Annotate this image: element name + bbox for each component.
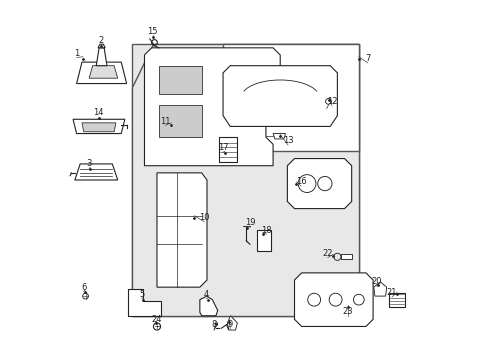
Polygon shape [200,296,217,316]
Polygon shape [294,273,372,327]
Polygon shape [223,66,337,126]
Polygon shape [96,48,107,66]
Text: 7: 7 [365,54,370,63]
Polygon shape [219,137,237,162]
Text: 12: 12 [326,97,337,106]
Polygon shape [89,66,118,78]
Polygon shape [159,66,201,94]
Text: 18: 18 [261,225,271,234]
Text: 9: 9 [227,320,232,329]
Text: 19: 19 [244,219,255,228]
Text: 5: 5 [139,290,144,299]
Text: 22: 22 [322,249,332,258]
Polygon shape [227,316,237,330]
Text: 23: 23 [342,307,353,316]
Text: 17: 17 [217,143,228,152]
Polygon shape [77,62,126,84]
Text: 1: 1 [74,49,79,58]
Polygon shape [144,48,280,166]
Text: 8: 8 [211,320,216,329]
FancyBboxPatch shape [132,44,358,316]
Polygon shape [272,134,285,139]
Polygon shape [75,164,118,180]
Polygon shape [157,173,206,287]
Text: 14: 14 [93,108,104,117]
Text: 4: 4 [203,290,208,299]
Polygon shape [132,44,358,316]
Polygon shape [128,289,160,316]
Polygon shape [73,119,124,134]
Text: 6: 6 [81,283,86,292]
Polygon shape [82,123,116,132]
Text: 10: 10 [199,213,209,222]
Text: 11: 11 [160,117,170,126]
Text: 21: 21 [386,288,396,297]
Text: 3: 3 [86,159,92,168]
Text: 13: 13 [282,136,293,145]
Polygon shape [257,230,271,251]
Polygon shape [388,293,405,307]
Text: 15: 15 [147,27,158,36]
Text: 16: 16 [295,177,305,186]
Polygon shape [287,158,351,208]
Polygon shape [373,282,386,296]
Polygon shape [159,105,201,137]
Polygon shape [340,253,351,259]
Polygon shape [98,44,105,48]
Text: 2: 2 [98,36,103,45]
FancyBboxPatch shape [223,44,358,152]
Text: 20: 20 [371,277,381,286]
Text: 24: 24 [151,315,161,324]
